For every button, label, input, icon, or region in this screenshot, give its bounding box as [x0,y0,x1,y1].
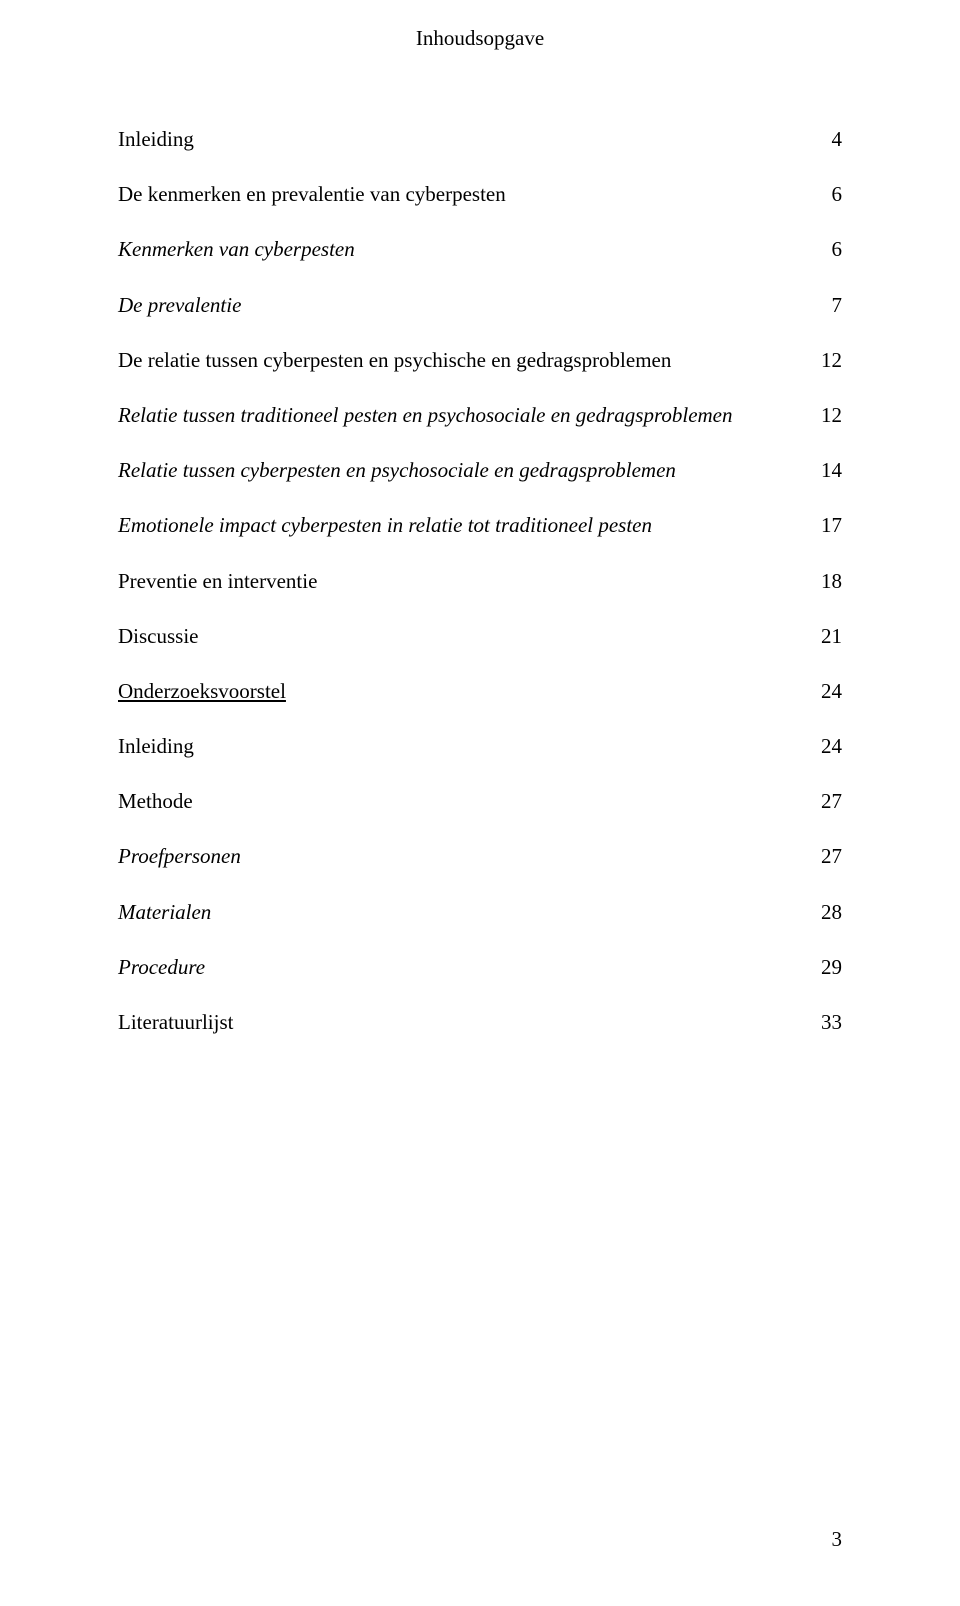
toc-entry-label: Kenmerken van cyberpesten [118,237,812,262]
toc-entry-page: 27 [812,789,842,814]
toc-entry-label: Inleiding [118,734,812,759]
toc-entry-page: 7 [812,293,842,318]
toc-entry-label: De prevalentie [118,293,812,318]
toc-entry: Onderzoeksvoorstel24 [118,679,842,704]
toc-entry-page: 27 [812,844,842,869]
toc-title: Inhoudsopgave [118,26,842,51]
toc-entry-page: 18 [812,569,842,594]
toc-entry: Kenmerken van cyberpesten6 [118,237,842,262]
toc-entry-label: Inleiding [118,127,812,152]
table-of-contents: Inleiding4De kenmerken en prevalentie va… [118,127,842,1035]
toc-entry-label: Relatie tussen traditioneel pesten en ps… [118,403,812,428]
toc-entry-page: 14 [812,458,842,483]
toc-entry-page: 4 [812,127,842,152]
toc-entry: Proefpersonen27 [118,844,842,869]
toc-entry-page: 12 [812,348,842,373]
document-page: Inhoudsopgave Inleiding4De kenmerken en … [0,0,960,1606]
toc-entry-label: Procedure [118,955,812,980]
toc-entry-page: 17 [812,513,842,538]
toc-entry-label: Onderzoeksvoorstel [118,679,812,704]
page-number: 3 [832,1527,843,1552]
toc-entry-label: Methode [118,789,812,814]
toc-entry-page: 28 [812,900,842,925]
toc-entry: Preventie en interventie18 [118,569,842,594]
toc-entry-page: 33 [812,1010,842,1035]
toc-entry-page: 24 [812,679,842,704]
toc-entry: De prevalentie7 [118,293,842,318]
toc-entry: Relatie tussen traditioneel pesten en ps… [118,403,842,428]
toc-entry: Inleiding24 [118,734,842,759]
toc-entry: Inleiding4 [118,127,842,152]
toc-entry-label: Discussie [118,624,812,649]
toc-entry-label: De kenmerken en prevalentie van cyberpes… [118,182,812,207]
toc-entry-label: Proefpersonen [118,844,812,869]
toc-entry-page: 29 [812,955,842,980]
toc-entry-page: 6 [812,182,842,207]
toc-entry: Discussie21 [118,624,842,649]
toc-entry-page: 24 [812,734,842,759]
toc-entry: Materialen28 [118,900,842,925]
toc-entry-label: Preventie en interventie [118,569,812,594]
toc-entry: Methode27 [118,789,842,814]
toc-entry-page: 6 [812,237,842,262]
toc-entry-page: 12 [812,403,842,428]
toc-entry-label: Emotionele impact cyberpesten in relatie… [118,513,812,538]
toc-entry: Procedure29 [118,955,842,980]
toc-entry-label: Relatie tussen cyberpesten en psychosoci… [118,458,812,483]
toc-entry: De kenmerken en prevalentie van cyberpes… [118,182,842,207]
toc-entry-page: 21 [812,624,842,649]
toc-entry-label: Literatuurlijst [118,1010,812,1035]
toc-entry: De relatie tussen cyberpesten en psychis… [118,348,842,373]
toc-entry-label: De relatie tussen cyberpesten en psychis… [118,348,812,373]
toc-entry: Literatuurlijst33 [118,1010,842,1035]
toc-entry: Relatie tussen cyberpesten en psychosoci… [118,458,842,483]
toc-entry: Emotionele impact cyberpesten in relatie… [118,513,842,538]
toc-entry-label: Materialen [118,900,812,925]
